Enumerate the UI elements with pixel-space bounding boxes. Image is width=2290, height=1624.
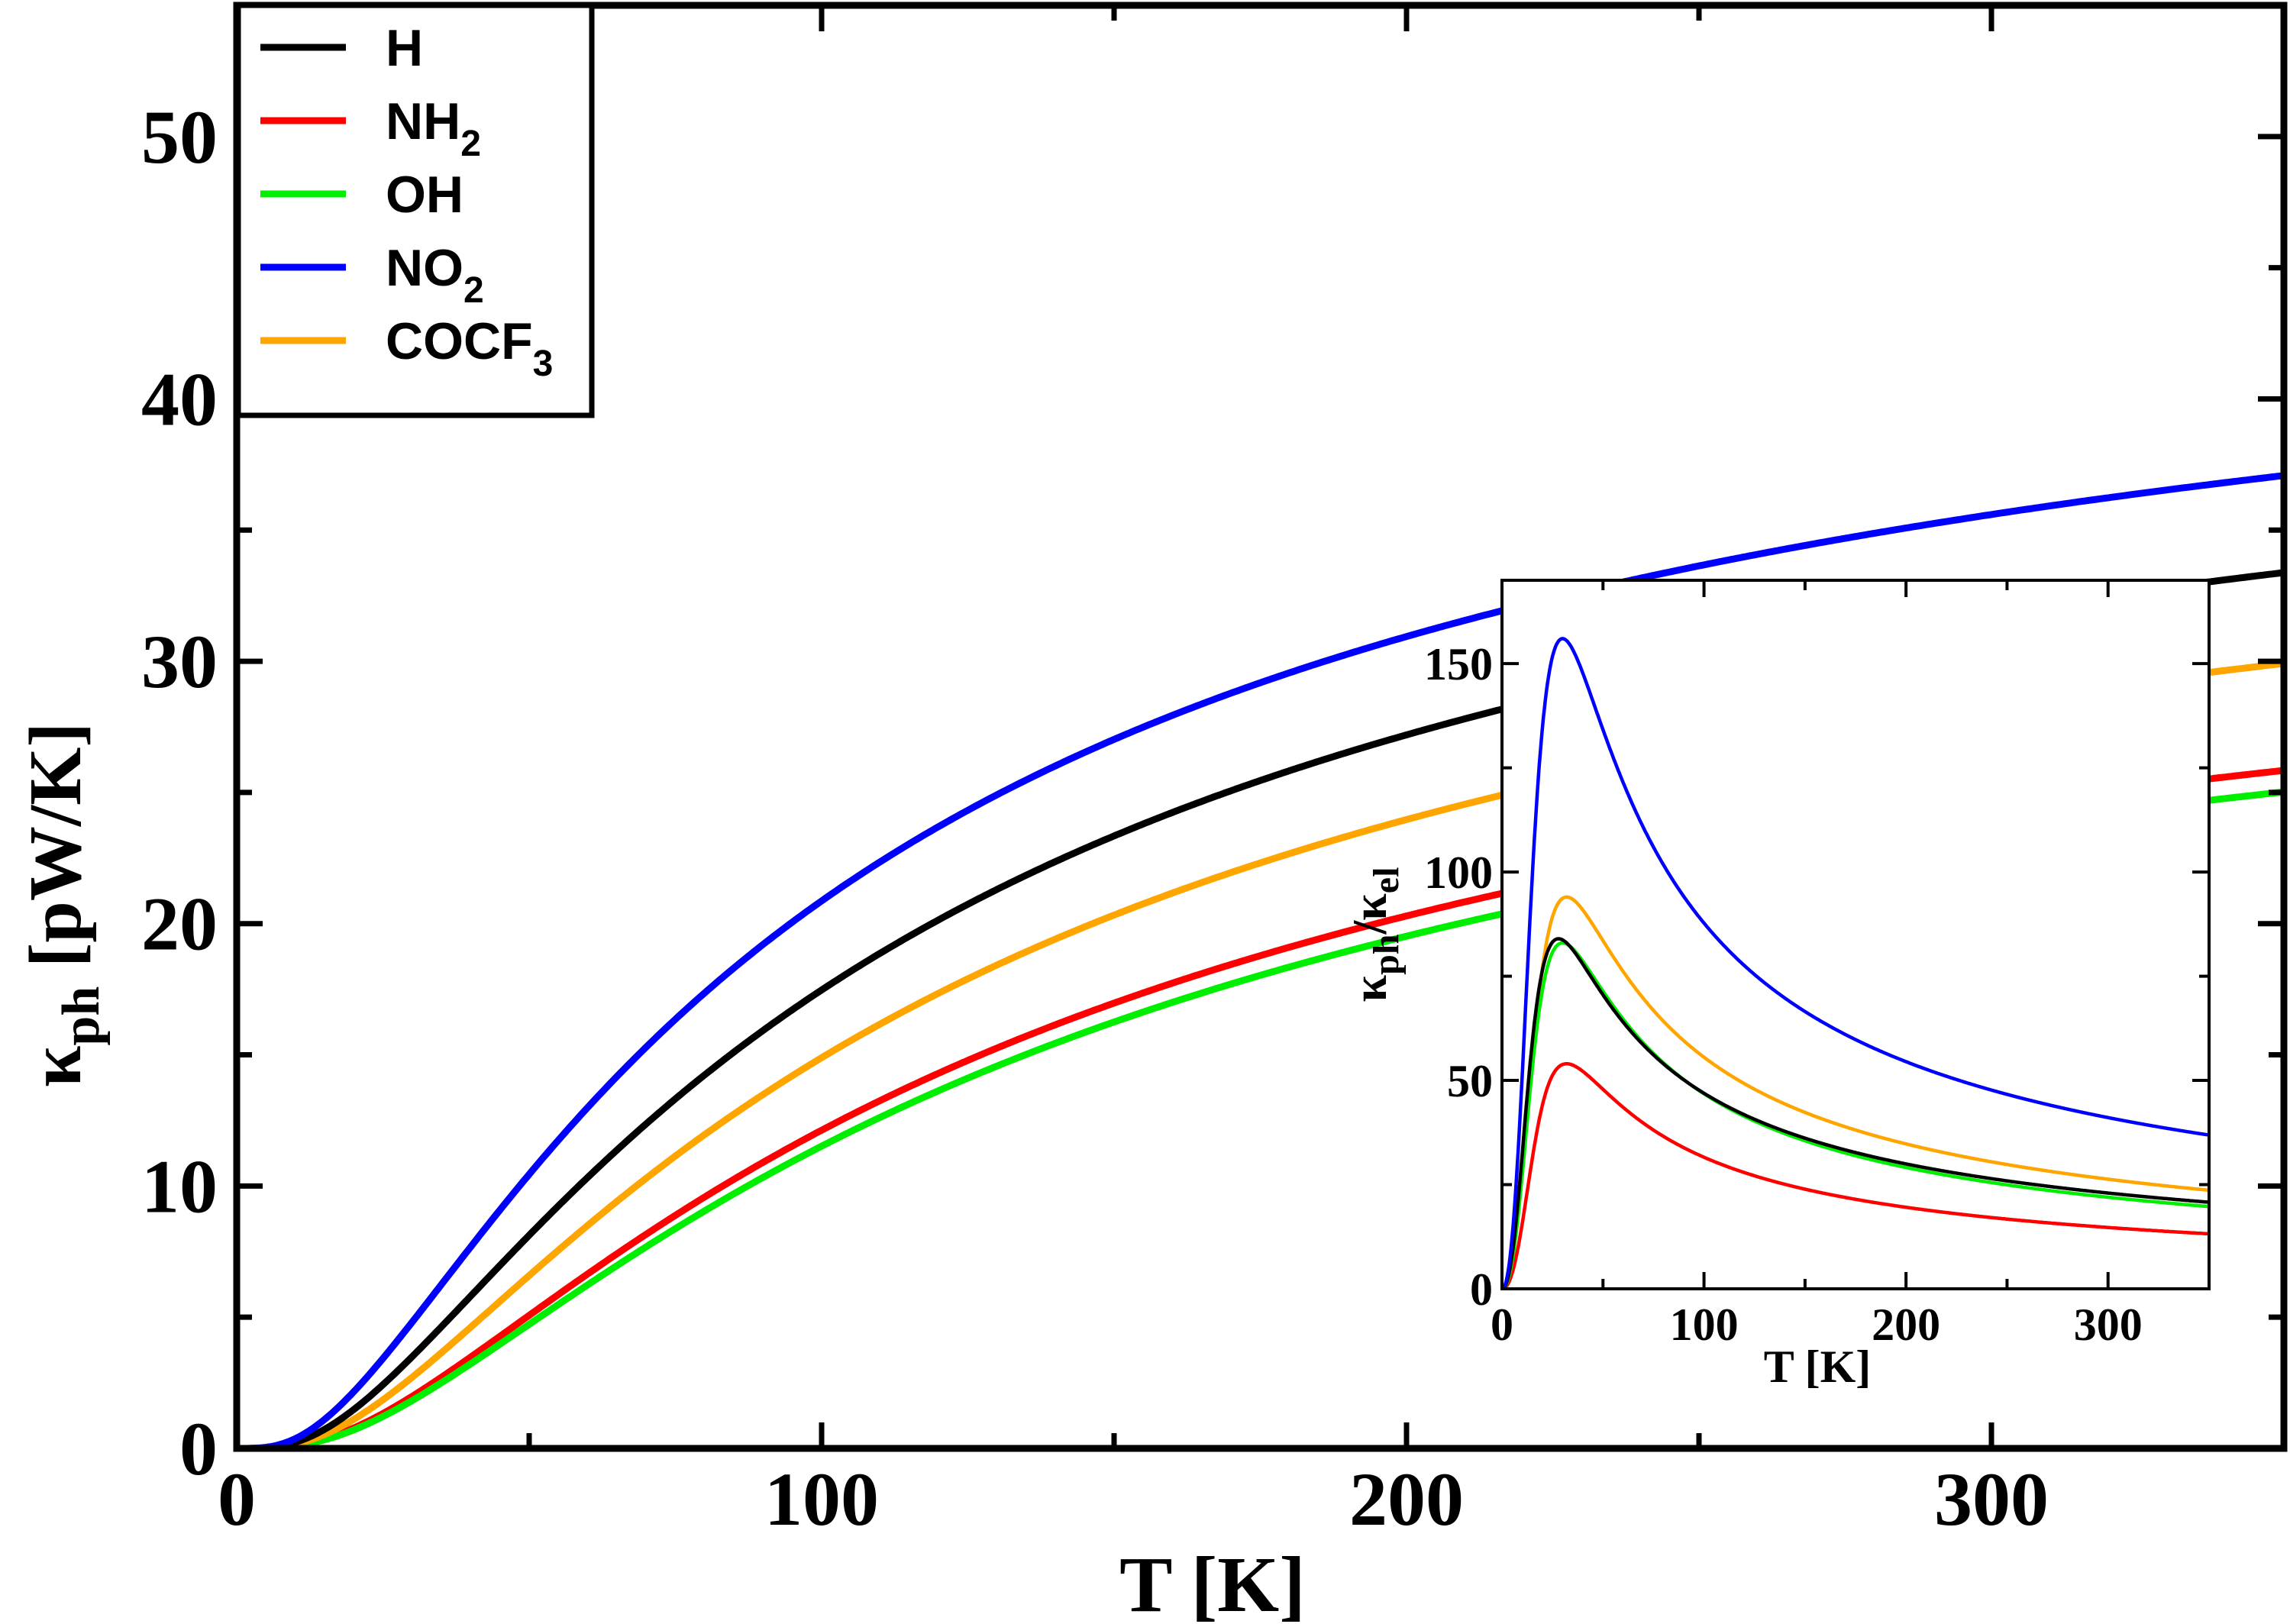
inset-y-title-kappa-ph: κ (1342, 974, 1397, 1002)
inset-y-title-sub-el: el (1366, 867, 1407, 894)
legend-label-main-OH: OH (386, 166, 463, 224)
inset-x-tick-label-300: 300 (2074, 1300, 2143, 1350)
inset-x-tick-label-200: 200 (1872, 1300, 1940, 1350)
y-tick-label-40: 40 (141, 357, 218, 441)
y-tick-label-10: 10 (141, 1144, 218, 1228)
x-tick-label-200: 200 (1349, 1457, 1464, 1542)
legend-label-OH: OH (386, 166, 463, 224)
legend-label-main-NH2: NH (386, 92, 460, 150)
legend-label-main-H: H (386, 19, 423, 77)
inset-y-tick-label-0: 0 (1470, 1264, 1493, 1315)
legend-label-sub-COCF3: 3 (533, 344, 554, 384)
y-axis-title-kappa: κ (15, 1046, 97, 1087)
inset-y-title-sub-ph: ph (1366, 935, 1407, 975)
y-tick-label-50: 50 (141, 95, 218, 179)
legend-label-NO2: NO2 (386, 239, 484, 311)
x-axis-title: T [K] (1119, 1541, 1306, 1624)
inset-y-axis-title: κph/κel (1342, 867, 1407, 1002)
inset-series-group (1501, 637, 2210, 1291)
inset-series-line-OH (1502, 941, 2210, 1290)
legend-label-main-NO2: NO (386, 239, 463, 297)
main-series-line-NO2 (239, 472, 2285, 1452)
y-axis-title: κph [pW/K] (15, 722, 111, 1087)
inset-plot-frame (1500, 579, 2211, 1290)
inset-x-tick-label-0: 0 (1491, 1300, 1513, 1350)
legend-label-main-COCF3: COCF (386, 312, 533, 370)
inset-axis-ticks: 0 100 200 300 0 50 100 150 (1424, 580, 2211, 1350)
inset-y-title-slash: / (1342, 920, 1397, 935)
inset-x-tick-label-100: 100 (1670, 1300, 1739, 1350)
inset-x-axis-title: T [K] (1764, 1341, 1872, 1392)
inset-background (1502, 580, 2209, 1289)
y-axis-title-subscript: ph (52, 986, 111, 1046)
legend-label-sub-NH2: 2 (460, 124, 481, 164)
inset-y-tick-label-150: 150 (1424, 639, 1493, 689)
x-tick-label-300: 300 (1934, 1457, 2049, 1542)
legend-label-sub-NO2: 2 (463, 270, 484, 311)
x-tick-label-100: 100 (764, 1457, 879, 1542)
y-tick-label-30: 30 (141, 619, 218, 704)
inset-y-tick-label-50: 50 (1447, 1056, 1493, 1106)
y-tick-label-0: 0 (179, 1406, 218, 1491)
y-axis-title-unit: [pW/K] (15, 722, 97, 986)
inset-y-title-kappa-el: κ (1342, 893, 1397, 921)
main-plot-frame (233, 2, 2288, 1452)
inset-series-line-H (1501, 937, 2210, 1290)
inset-series-line-NO2 (1501, 637, 2210, 1290)
legend-label-H: H (386, 19, 423, 77)
inset-y-tick-label-100: 100 (1424, 848, 1493, 898)
legend-label-COCF3: COCF3 (386, 312, 553, 384)
inset-series-line-NH2 (1502, 1061, 2210, 1291)
legend-label-NH2: NH2 (386, 92, 481, 164)
legend-box (235, 2, 595, 418)
x-tick-label-0: 0 (218, 1457, 256, 1542)
y-tick-label-20: 20 (141, 882, 218, 967)
inset-series-line-COCF3 (1502, 895, 2210, 1290)
